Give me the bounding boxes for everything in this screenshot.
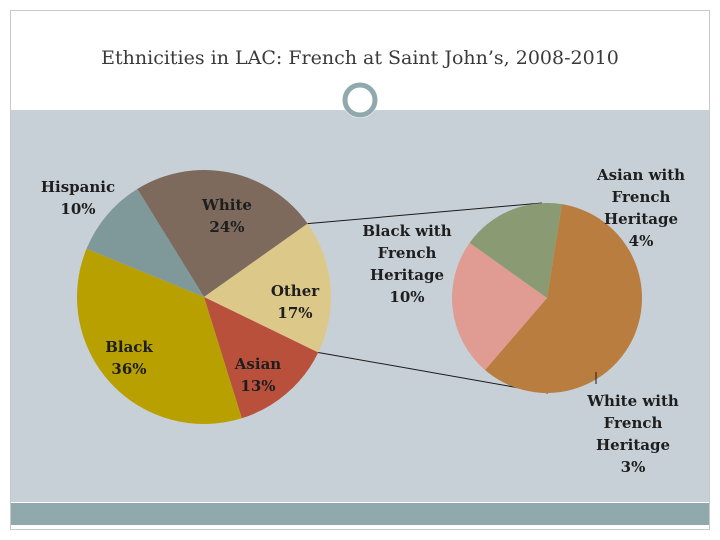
slice-white xyxy=(137,170,308,297)
label-line: 10% xyxy=(389,288,424,306)
label-other: Other 17% xyxy=(271,282,320,322)
label-line: 17% xyxy=(277,304,312,322)
label-line: White xyxy=(201,196,252,214)
label-black: Black 36% xyxy=(105,338,153,378)
main-pie xyxy=(77,170,331,424)
slide-frame xyxy=(10,10,710,530)
label-line: 4% xyxy=(629,232,654,250)
label-line: Heritage xyxy=(604,210,678,228)
slice-black-with-french-heritage xyxy=(484,204,643,394)
slice-asian-with-french-heritage xyxy=(451,242,547,370)
label-line: Black xyxy=(105,338,153,356)
footer-bar xyxy=(11,503,709,525)
secondary-pie xyxy=(451,203,643,394)
label-line: Asian xyxy=(234,355,282,373)
label-asian: Asian 13% xyxy=(234,355,282,395)
label-line: French xyxy=(612,188,671,206)
label-line: Black with xyxy=(362,222,451,240)
label-line: 36% xyxy=(111,360,146,378)
label-line: Hispanic xyxy=(41,178,115,196)
label-asian-with-french-heritage: Asian with French Heritage 4% xyxy=(596,166,685,250)
label-line: White with xyxy=(586,392,679,410)
slice-white-with-french-heritage xyxy=(469,203,562,298)
label-white: White 24% xyxy=(201,196,252,236)
connector-lines xyxy=(307,202,549,394)
slice-hispanic xyxy=(86,188,204,297)
slice-asian xyxy=(204,297,319,419)
label-line: Heritage xyxy=(370,266,444,284)
label-line: 3% xyxy=(621,458,646,476)
label-line: Heritage xyxy=(596,436,670,454)
label-line: Asian with xyxy=(596,166,685,184)
connector-top xyxy=(307,202,543,225)
slice-other xyxy=(204,223,331,353)
label-black-with-french-heritage: Black with French Heritage 10% xyxy=(362,222,451,306)
chart-title: Ethnicities in LAC: French at Saint John… xyxy=(101,47,619,69)
label-line: 10% xyxy=(60,200,95,218)
slice-black xyxy=(77,248,242,424)
label-line: 24% xyxy=(209,218,244,236)
label-hispanic: Hispanic 10% xyxy=(41,178,115,218)
label-line: 13% xyxy=(240,377,275,395)
label-line: French xyxy=(604,414,663,432)
slice-labels: White 24% Other 17% Asian 13% Black 36% Hispanic… xyxy=(41,166,685,476)
connector-bottom xyxy=(318,351,549,394)
label-line: Other xyxy=(271,282,320,300)
label-white-with-french-heritage: White with French Heritage 3% xyxy=(586,392,679,476)
label-line: French xyxy=(378,244,437,262)
